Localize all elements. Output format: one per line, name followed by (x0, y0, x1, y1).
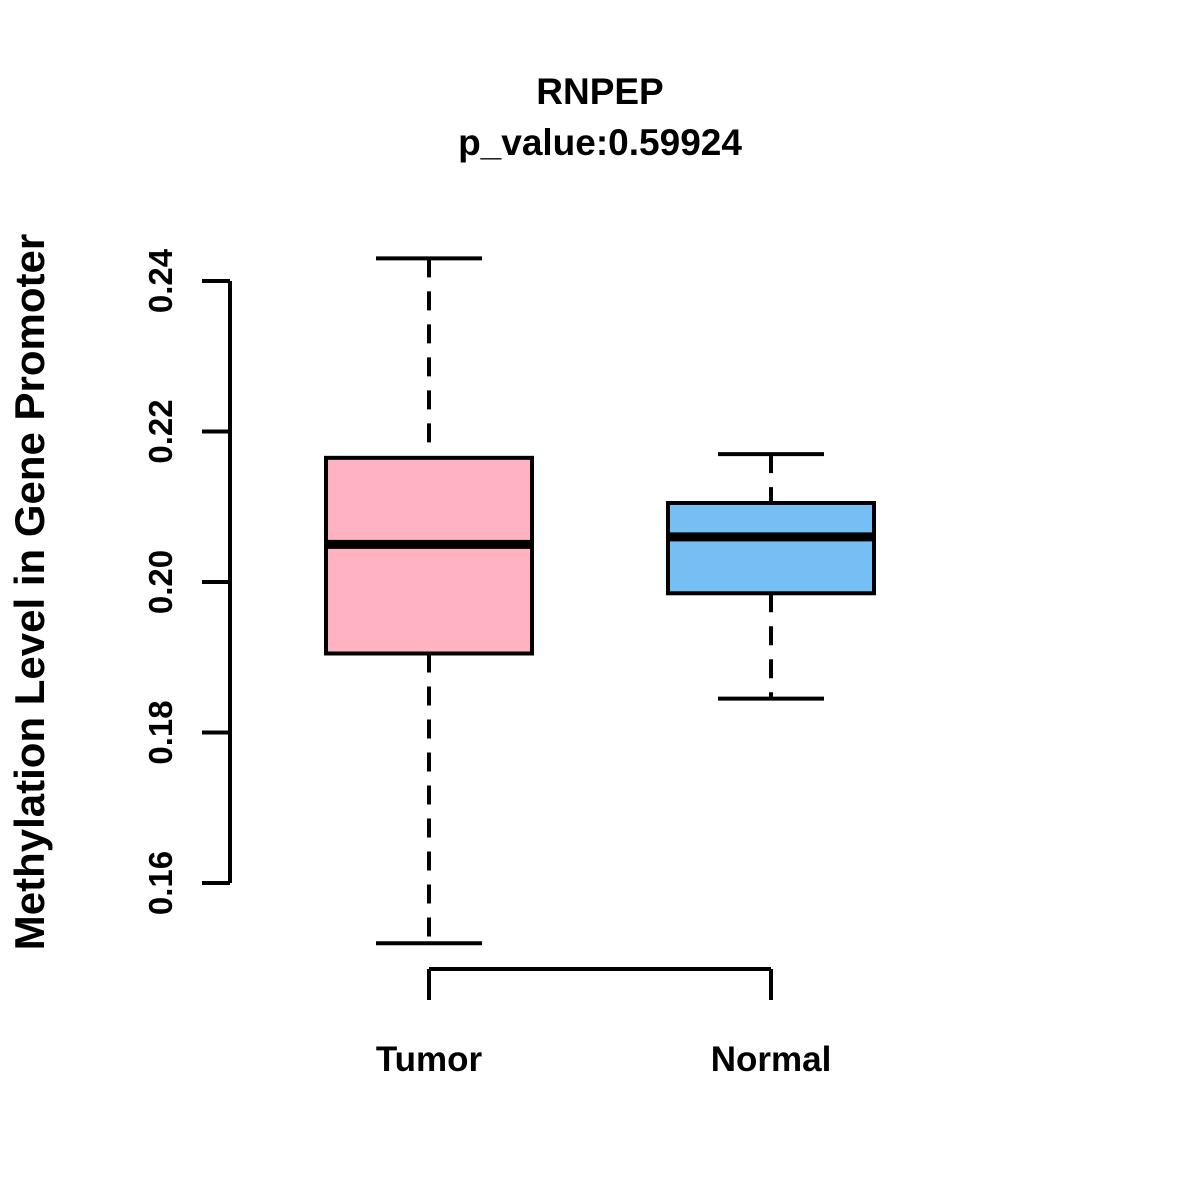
chart-title: RNPEP (536, 71, 663, 112)
y-tick-label: 0.18 (142, 700, 179, 764)
tumor-box (324, 455, 534, 656)
y-tick-label: 0.24 (142, 248, 179, 313)
y-tick-label: 0.20 (142, 550, 179, 614)
y-tick-label: 0.22 (142, 399, 179, 463)
plot-area: 0.16 0.18 0.20 0.22 0.24 Tumor Normal (142, 248, 876, 1079)
y-axis-title: Methylation Level in Gene Promoter (6, 234, 53, 950)
normal-box (666, 500, 876, 596)
y-tick-label: 0.16 (142, 851, 179, 915)
x-category-label-tumor: Tumor (376, 1040, 483, 1079)
chart-subtitle: p_value:0.59924 (458, 122, 742, 163)
x-category-label-normal: Normal (711, 1040, 832, 1079)
